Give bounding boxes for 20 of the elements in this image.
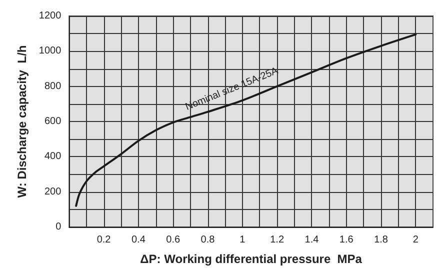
x-tick-label: 0.4	[132, 234, 146, 246]
y-tick-label: 200	[44, 186, 62, 198]
x-tick-label: 1.8	[374, 234, 388, 246]
y-tick-label: 400	[44, 151, 62, 162]
y-tick-label: 1200	[38, 10, 62, 22]
y-tick-label: 600	[44, 116, 62, 127]
line-series	[75, 33, 417, 207]
x-tick-label: 1.6	[339, 234, 354, 246]
x-tick-label: 1	[240, 234, 246, 246]
y-tick-label: 800	[44, 80, 62, 92]
x-tick-label: 1.2	[270, 234, 284, 246]
x-tick-label: 1.4	[304, 234, 320, 246]
y-tick-label: 1000	[38, 46, 62, 57]
y-axis-title: W: Discharge capacity L/h	[15, 45, 29, 198]
x-tick-label: 0.2	[96, 234, 112, 246]
x-tick-label: 2	[412, 234, 419, 246]
x-tick-label: 0.6	[166, 234, 180, 246]
x-axis-title: ΔP: Working differential pressure MPa	[140, 252, 362, 266]
x-tick-label: 0.8	[200, 234, 216, 246]
y-tick-label: 0	[56, 222, 62, 232]
